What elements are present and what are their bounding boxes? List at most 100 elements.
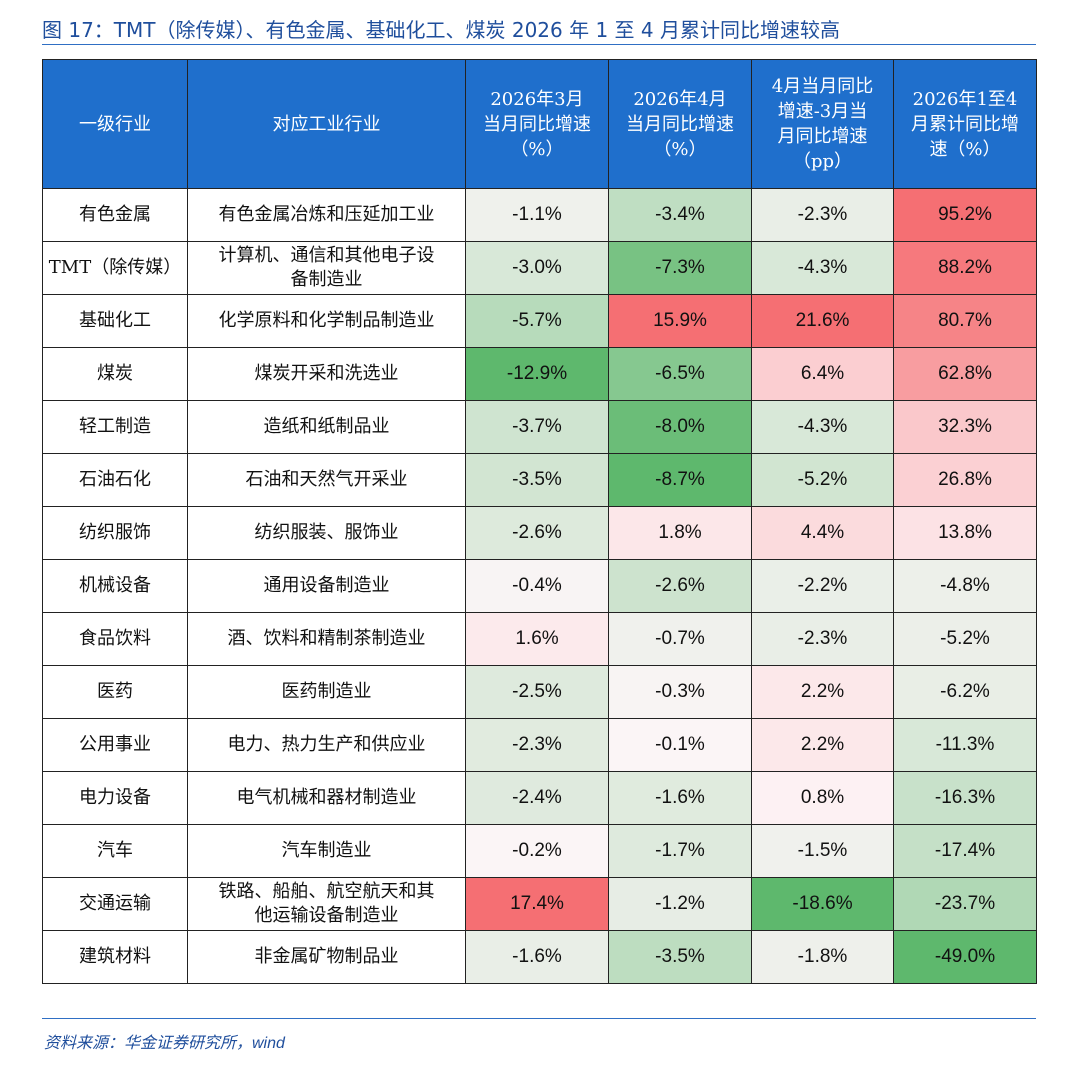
sector-cell: 轻工制造 xyxy=(42,400,188,454)
apr-value-cell: 15.9% xyxy=(608,294,752,348)
ytd-value-cell: -17.4% xyxy=(893,824,1037,878)
industry-cell: 非金属矿物制品业 xyxy=(187,930,466,984)
diff-value-cell: 2.2% xyxy=(751,665,894,719)
mar-value-cell: -3.0% xyxy=(465,241,609,295)
diff-value-cell: 21.6% xyxy=(751,294,894,348)
diff-value-cell: -2.2% xyxy=(751,559,894,613)
apr-value-cell: 1.8% xyxy=(608,506,752,560)
ytd-value-cell: 13.8% xyxy=(893,506,1037,560)
mar-value-cell: -3.5% xyxy=(465,453,609,507)
sector-cell: 食品饮料 xyxy=(42,612,188,666)
ytd-value-cell: -5.2% xyxy=(893,612,1037,666)
table-row: 医药 医药制造业 -2.5% -0.3% 2.2% -6.2% xyxy=(42,665,1037,719)
header-mar: 2026年3月 当月同比增速 （%） xyxy=(465,59,609,189)
mar-value-cell: -2.3% xyxy=(465,718,609,772)
apr-value-cell: -8.7% xyxy=(608,453,752,507)
diff-value-cell: -4.3% xyxy=(751,241,894,295)
mar-value-cell: -2.4% xyxy=(465,771,609,825)
diff-value-cell: 2.2% xyxy=(751,718,894,772)
industry-cell: 纺织服装、服饰业 xyxy=(187,506,466,560)
mar-value-cell: -5.7% xyxy=(465,294,609,348)
apr-value-cell: -8.0% xyxy=(608,400,752,454)
industry-cell: 石油和天然气开采业 xyxy=(187,453,466,507)
table-row: 有色金属 有色金属冶炼和压延加工业 -1.1% -3.4% -2.3% 95.2% xyxy=(42,188,1037,242)
mar-value-cell: -1.6% xyxy=(465,930,609,984)
diff-value-cell: -2.3% xyxy=(751,612,894,666)
apr-value-cell: -3.4% xyxy=(608,188,752,242)
industry-cell: 医药制造业 xyxy=(187,665,466,719)
sector-cell: 公用事业 xyxy=(42,718,188,772)
sector-cell: 煤炭 xyxy=(42,347,188,401)
diff-value-cell: -2.3% xyxy=(751,188,894,242)
header-diff: 4月当月同比 增速-3月当 月同比增速 （pp） xyxy=(751,59,894,189)
apr-value-cell: -3.5% xyxy=(608,930,752,984)
industry-cell: 计算机、通信和其他电子设 备制造业 xyxy=(187,241,466,295)
mar-value-cell: -2.6% xyxy=(465,506,609,560)
industry-cell: 煤炭开采和洗选业 xyxy=(187,347,466,401)
industry-cell: 铁路、船舶、航空航天和其 他运输设备制造业 xyxy=(187,877,466,931)
growth-table: 一级行业 对应工业行业 2026年3月 当月同比增速 （%） 2026年4月 当月同比… xyxy=(42,59,1037,984)
apr-value-cell: -1.2% xyxy=(608,877,752,931)
apr-value-cell: -2.6% xyxy=(608,559,752,613)
industry-cell: 化学原料和化学制品制造业 xyxy=(187,294,466,348)
ytd-value-cell: 95.2% xyxy=(893,188,1037,242)
table-row: 基础化工 化学原料和化学制品制造业 -5.7% 15.9% 21.6% 80.7% xyxy=(42,294,1037,348)
sector-cell: 机械设备 xyxy=(42,559,188,613)
sector-cell: 医药 xyxy=(42,665,188,719)
sector-cell: TMT（除传媒） xyxy=(42,241,188,295)
table-row: 汽车 汽车制造业 -0.2% -1.7% -1.5% -17.4% xyxy=(42,824,1037,878)
mar-value-cell: -2.5% xyxy=(465,665,609,719)
table-row: 食品饮料 酒、饮料和精制茶制造业 1.6% -0.7% -2.3% -5.2% xyxy=(42,612,1037,666)
diff-value-cell: -4.3% xyxy=(751,400,894,454)
industry-cell: 酒、饮料和精制茶制造业 xyxy=(187,612,466,666)
apr-value-cell: -7.3% xyxy=(608,241,752,295)
header-apr: 2026年4月 当月同比增速 （%） xyxy=(608,59,752,189)
mar-value-cell: -0.4% xyxy=(465,559,609,613)
header-ytd: 2026年1至4 月累计同比增 速（%） xyxy=(893,59,1037,189)
ytd-value-cell: -49.0% xyxy=(893,930,1037,984)
industry-cell: 电气机械和器材制造业 xyxy=(187,771,466,825)
sector-cell: 有色金属 xyxy=(42,188,188,242)
table-row: 电力设备 电气机械和器材制造业 -2.4% -1.6% 0.8% -16.3% xyxy=(42,771,1037,825)
table-row: 建筑材料 非金属矿物制品业 -1.6% -3.5% -1.8% -49.0% xyxy=(42,930,1037,984)
header-sector: 一级行业 xyxy=(42,59,188,189)
sector-cell: 汽车 xyxy=(42,824,188,878)
table-row: 纺织服饰 纺织服装、服饰业 -2.6% 1.8% 4.4% 13.8% xyxy=(42,506,1037,560)
diff-value-cell: -1.5% xyxy=(751,824,894,878)
industry-cell: 汽车制造业 xyxy=(187,824,466,878)
table-row: 石油石化 石油和天然气开采业 -3.5% -8.7% -5.2% 26.8% xyxy=(42,453,1037,507)
figure-title: 图 17：TMT（除传媒）、有色金属、基础化工、煤炭 2026 年 1 至 4 … xyxy=(42,18,840,42)
sector-cell: 建筑材料 xyxy=(42,930,188,984)
diff-value-cell: 4.4% xyxy=(751,506,894,560)
ytd-value-cell: 32.3% xyxy=(893,400,1037,454)
ytd-value-cell: -4.8% xyxy=(893,559,1037,613)
ytd-value-cell: 80.7% xyxy=(893,294,1037,348)
table-row: 交通运输 铁路、船舶、航空航天和其 他运输设备制造业 17.4% -1.2% -18.6%… xyxy=(42,877,1037,931)
apr-value-cell: -0.7% xyxy=(608,612,752,666)
header-row: 一级行业 对应工业行业 2026年3月 当月同比增速 （%） 2026年4月 当月同比… xyxy=(42,59,1037,189)
diff-value-cell: -1.8% xyxy=(751,930,894,984)
table-row: TMT（除传媒） 计算机、通信和其他电子设 备制造业 -3.0% -7.3% -4.3% 8… xyxy=(42,241,1037,295)
sector-cell: 基础化工 xyxy=(42,294,188,348)
mar-value-cell: -0.2% xyxy=(465,824,609,878)
industry-cell: 有色金属冶炼和压延加工业 xyxy=(187,188,466,242)
apr-value-cell: -1.7% xyxy=(608,824,752,878)
apr-value-cell: -0.3% xyxy=(608,665,752,719)
header-industry: 对应工业行业 xyxy=(187,59,466,189)
sector-cell: 交通运输 xyxy=(42,877,188,931)
mar-value-cell: -12.9% xyxy=(465,347,609,401)
apr-value-cell: -6.5% xyxy=(608,347,752,401)
sector-cell: 纺织服饰 xyxy=(42,506,188,560)
apr-value-cell: -1.6% xyxy=(608,771,752,825)
source-divider xyxy=(42,1018,1036,1019)
mar-value-cell: 1.6% xyxy=(465,612,609,666)
diff-value-cell: -5.2% xyxy=(751,453,894,507)
industry-cell: 通用设备制造业 xyxy=(187,559,466,613)
mar-value-cell: 17.4% xyxy=(465,877,609,931)
mar-value-cell: -3.7% xyxy=(465,400,609,454)
table-body: 有色金属 有色金属冶炼和压延加工业 -1.1% -3.4% -2.3% 95.2% TMT（… xyxy=(42,188,1037,984)
title-divider xyxy=(42,44,1036,45)
ytd-value-cell: -11.3% xyxy=(893,718,1037,772)
ytd-value-cell: -16.3% xyxy=(893,771,1037,825)
industry-cell: 造纸和纸制品业 xyxy=(187,400,466,454)
